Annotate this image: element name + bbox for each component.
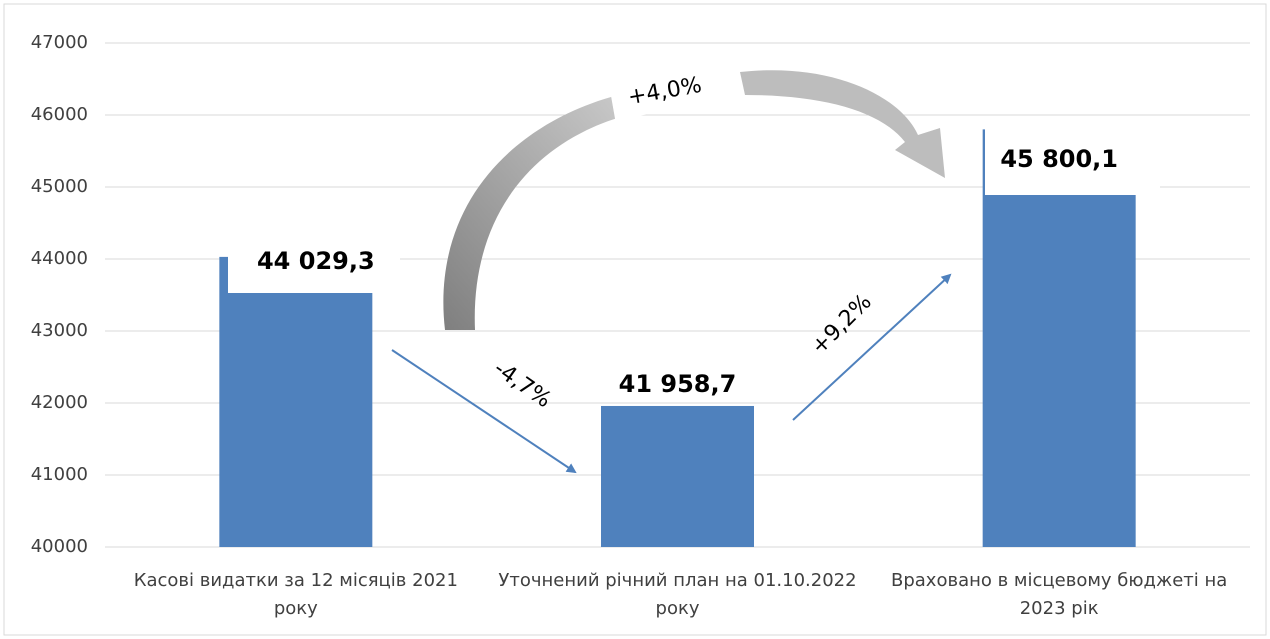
y-tick-label: 44000 [31,248,88,269]
bar [219,256,373,547]
y-tick-label: 40000 [31,536,88,557]
value-label: 45 800,1 [1000,145,1118,173]
x-tick-label: Уточнений річний план на 01.10.2022 року [498,570,857,619]
y-tick-label: 45000 [31,176,88,197]
annotation-bg [606,49,734,121]
y-tick-label: 43000 [31,320,88,341]
arrow [391,349,577,474]
bar [982,129,1136,547]
y-tick-label: 42000 [31,392,88,413]
curved-arrow [443,88,650,330]
label-bg [985,125,1160,195]
frame [3,3,1267,636]
x-tick-label: Враховано в місцевому бюджеті на 2023 рі… [890,570,1228,619]
bar [601,405,754,547]
y-tick-label: 41000 [31,464,88,485]
arrow [792,273,952,421]
x-tick-label: Касові видатки за 12 місяців 2021 року [133,570,458,619]
label-bg [228,247,400,293]
y-tick-label: 47000 [31,32,88,53]
annotation: -4,7% [489,356,556,413]
curved-arrow-head [740,70,945,178]
value-label: 44 029,3 [257,247,375,275]
annotation: +9,2% [807,290,877,360]
y-tick-label: 46000 [31,104,88,125]
value-label: 41 958,7 [619,370,737,398]
